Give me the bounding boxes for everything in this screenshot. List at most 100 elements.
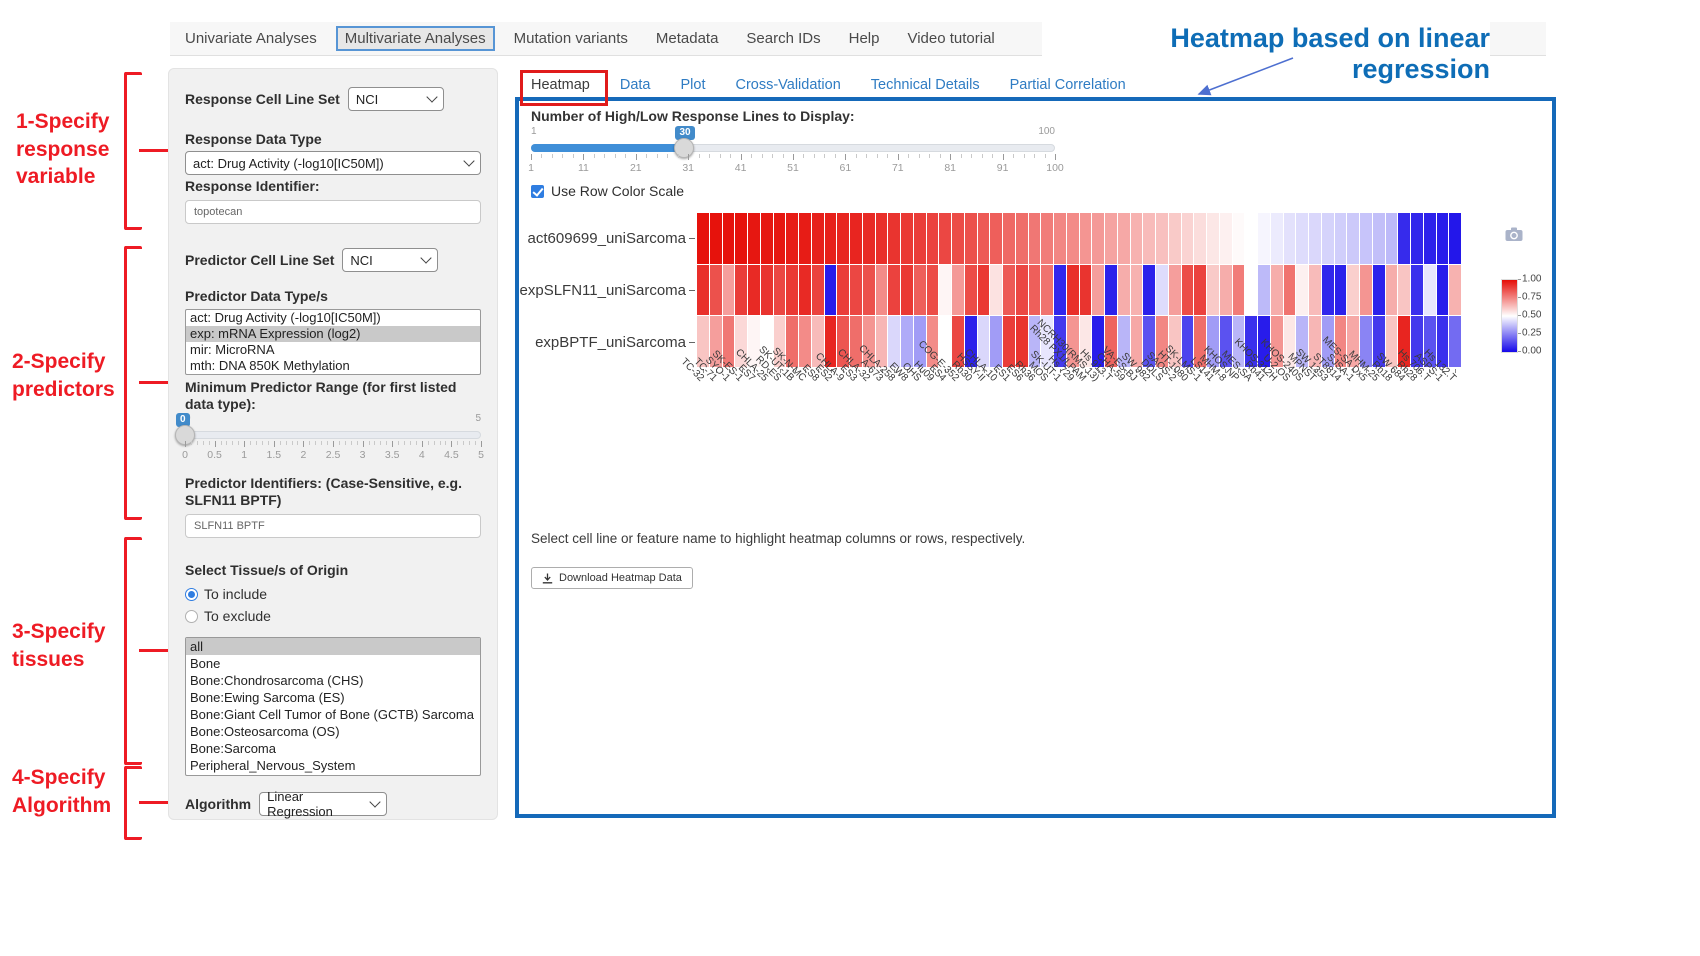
heatmap-cell[interactable] xyxy=(1029,213,1041,264)
heatmap-cell[interactable] xyxy=(735,213,747,264)
heatmap-cell[interactable] xyxy=(1284,265,1296,316)
row-color-scale-checkbox-row[interactable]: Use Row Color Scale xyxy=(531,183,684,199)
heatmap-cell[interactable] xyxy=(939,265,951,316)
heatmap-cell[interactable] xyxy=(1347,265,1359,316)
heatmap-cell[interactable] xyxy=(863,213,875,264)
heatmap-cell[interactable] xyxy=(863,265,875,316)
heatmap-cell[interactable] xyxy=(1182,213,1194,264)
heatmap-cell[interactable] xyxy=(1335,213,1347,264)
heatmap-cell[interactable] xyxy=(1258,265,1270,316)
heatmap-cell[interactable] xyxy=(888,265,900,316)
heatmap-cell[interactable] xyxy=(1284,213,1296,264)
heatmap-cell[interactable] xyxy=(876,213,888,264)
heatmap-cell[interactable] xyxy=(837,265,849,316)
heatmap-cell[interactable] xyxy=(1067,213,1079,264)
heatmap-cell[interactable] xyxy=(799,316,811,367)
heatmap-cell[interactable] xyxy=(748,265,760,316)
heatmap-cell[interactable] xyxy=(748,213,760,264)
predictor-cell-line-set-select[interactable]: NCI xyxy=(342,248,438,272)
heatmap-cell[interactable] xyxy=(850,265,862,316)
heatmap-cell[interactable] xyxy=(914,265,926,316)
heatmap-cell[interactable] xyxy=(1258,213,1270,264)
heatmap-cell[interactable] xyxy=(1398,213,1410,264)
heatmap-cell[interactable] xyxy=(978,265,990,316)
tissue-option-bone[interactable]: Bone xyxy=(186,655,480,672)
nav-item-univariate-analyses[interactable]: Univariate Analyses xyxy=(176,26,326,51)
heatmap-cell[interactable] xyxy=(1131,265,1143,316)
heatmap-cell[interactable] xyxy=(1322,265,1334,316)
tissue-radio-to-exclude[interactable]: To exclude xyxy=(185,607,481,625)
heatmap-cell[interactable] xyxy=(901,213,913,264)
heatmap-cell[interactable] xyxy=(786,265,798,316)
heatmap-cell[interactable] xyxy=(1169,265,1181,316)
heatmap-row-label-expbptf-unisarcoma[interactable]: expBPTF_uniSarcoma xyxy=(519,317,695,367)
heatmap-cell[interactable] xyxy=(1386,213,1398,264)
tab-plot[interactable]: Plot xyxy=(680,77,705,93)
heatmap-cell[interactable] xyxy=(1245,213,1257,264)
tissue-option-bone-giant-cell-tumor-of-bone-gctb-sarcoma[interactable]: Bone:Giant Cell Tumor of Bone (GCTB) Sar… xyxy=(186,706,480,723)
heatmap-cell[interactable] xyxy=(1322,213,1334,264)
heatmap-cell[interactable] xyxy=(914,213,926,264)
radio-unselected-icon[interactable] xyxy=(185,610,198,623)
heatmap-cell[interactable] xyxy=(1067,265,1079,316)
heatmap-cell[interactable] xyxy=(697,213,709,264)
tab-partial-correlation[interactable]: Partial Correlation xyxy=(1010,77,1126,93)
heatmap-row-label-expslfn11-unisarcoma[interactable]: expSLFN11_uniSarcoma xyxy=(519,265,695,315)
heatmap-cell[interactable] xyxy=(1041,213,1053,264)
heatmap-cell[interactable] xyxy=(876,265,888,316)
heatmap-cell[interactable] xyxy=(1245,265,1257,316)
heatmap-cell[interactable] xyxy=(1220,265,1232,316)
heatmap-cell[interactable] xyxy=(799,213,811,264)
heatmap-cell[interactable] xyxy=(1411,265,1423,316)
heatmap-cell[interactable] xyxy=(1003,316,1015,367)
heatmap-cell[interactable] xyxy=(1233,265,1245,316)
nav-item-video-tutorial[interactable]: Video tutorial xyxy=(898,26,1003,51)
row-color-scale-checkbox[interactable] xyxy=(531,185,544,198)
heatmap-cell[interactable] xyxy=(965,265,977,316)
heatmap-cell[interactable] xyxy=(990,213,1002,264)
download-heatmap-data-button[interactable]: Download Heatmap Data xyxy=(531,567,693,589)
predictor-data-type-option-exp-mrna-expression-log2[interactable]: exp: mRNA Expression (log2) xyxy=(186,326,480,342)
tissue-option-bone-osteosarcoma-os[interactable]: Bone:Osteosarcoma (OS) xyxy=(186,723,480,740)
heatmap-cell[interactable] xyxy=(1003,213,1015,264)
heatmap-cell[interactable] xyxy=(710,213,722,264)
heatmap-cell[interactable] xyxy=(965,213,977,264)
predictor-data-type-option-mth-dna-850k-methylation[interactable]: mth: DNA 850K Methylation xyxy=(186,358,480,374)
heatmap-cell[interactable] xyxy=(1092,213,1104,264)
heatmap-cell[interactable] xyxy=(1016,265,1028,316)
heatmap-cell[interactable] xyxy=(825,265,837,316)
response-cell-line-set-select[interactable]: NCI xyxy=(348,87,444,111)
heatmap-cell[interactable] xyxy=(1105,213,1117,264)
heatmap-cell[interactable] xyxy=(1041,265,1053,316)
response-data-type-select[interactable]: act: Drug Activity (-log10[IC50M]) xyxy=(185,151,481,175)
predictor-identifiers-input[interactable] xyxy=(185,514,481,538)
heatmap-cell[interactable] xyxy=(1118,265,1130,316)
tissue-option-bone-sarcoma[interactable]: Bone:Sarcoma xyxy=(186,740,480,757)
predictor-data-type-option-act-drug-activity-log10-ic50m[interactable]: act: Drug Activity (-log10[IC50M]) xyxy=(186,310,480,326)
heatmap-cell[interactable] xyxy=(1373,265,1385,316)
heatmap-cell[interactable] xyxy=(1398,265,1410,316)
heatmap-cell[interactable] xyxy=(1080,213,1092,264)
nav-item-help[interactable]: Help xyxy=(840,26,889,51)
tissue-option-bone-ewing-sarcoma-es[interactable]: Bone:Ewing Sarcoma (ES) xyxy=(186,689,480,706)
heatmap-cell[interactable] xyxy=(952,265,964,316)
heatmap-cell[interactable] xyxy=(761,265,773,316)
lines-to-display-slider[interactable]: 1100301112131415161718191100 xyxy=(531,126,1055,176)
tissue-option-peripheral-nervous-system[interactable]: Peripheral_Nervous_System xyxy=(186,757,480,774)
heatmap-cell[interactable] xyxy=(1182,265,1194,316)
heatmap-cell[interactable] xyxy=(837,213,849,264)
heatmap-cell[interactable] xyxy=(1118,213,1130,264)
heatmap-cell[interactable] xyxy=(723,265,735,316)
heatmap-cell[interactable] xyxy=(1386,265,1398,316)
tab-technical-details[interactable]: Technical Details xyxy=(871,77,980,93)
heatmap-cell[interactable] xyxy=(1449,316,1461,367)
heatmap-cell[interactable] xyxy=(710,265,722,316)
heatmap-cell[interactable] xyxy=(901,265,913,316)
heatmap-cell[interactable] xyxy=(1092,265,1104,316)
heatmap-cell[interactable] xyxy=(1080,265,1092,316)
heatmap-cell[interactable] xyxy=(1233,213,1245,264)
heatmap-cell[interactable] xyxy=(1309,265,1321,316)
heatmap-cell[interactable] xyxy=(939,213,951,264)
heatmap-cell[interactable] xyxy=(1131,213,1143,264)
heatmap-cell[interactable] xyxy=(927,213,939,264)
